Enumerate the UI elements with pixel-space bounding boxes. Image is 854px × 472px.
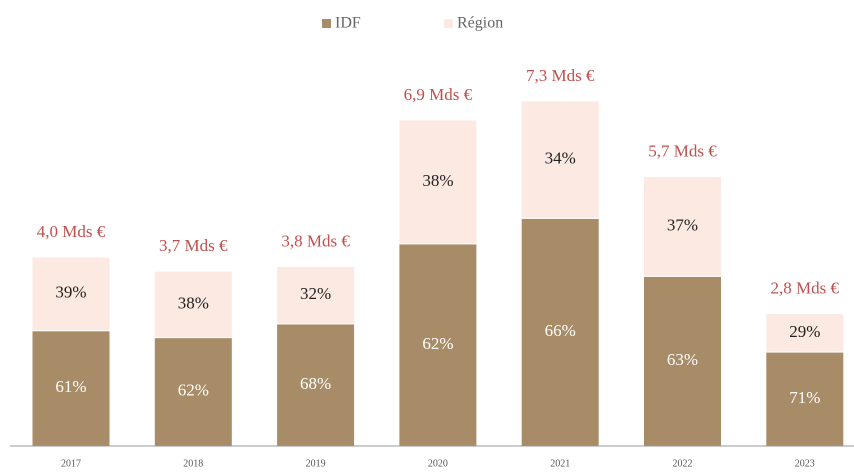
segment-label: 37% [667,215,698,234]
segment-label: 29% [789,322,820,341]
total-label: 2,8 Mds € [771,279,840,298]
bar-segment [276,323,356,447]
bar-segment [765,351,845,447]
x-tick-label: 2018 [183,458,203,469]
bar-segment [643,275,722,447]
segment-label: 32% [300,284,331,303]
bar-segment [276,265,356,325]
bar-segment [31,330,111,447]
total-label: 6,9 Mds € [404,85,473,104]
bar-segment [643,176,722,277]
segment-label: 63% [667,350,698,369]
segment-label: 62% [422,334,453,353]
legend-label: Région [457,15,503,32]
legend-swatch [444,19,453,28]
segment-label: 34% [545,149,576,168]
segment-label: 61% [55,377,86,396]
legend-swatch [322,19,331,28]
segment-label: 71% [789,388,820,407]
segment-label: 38% [178,293,209,312]
total-label: 3,7 Mds € [159,236,228,255]
x-tick-label: 2019 [306,458,326,469]
x-tick-label: 2022 [673,458,693,469]
bar-segment [153,270,233,339]
total-label: 3,8 Mds € [281,231,350,250]
x-tick-label: 2021 [550,458,570,469]
x-tick-label: 2020 [428,458,448,469]
bar-segment [765,313,845,353]
bar-segment [31,256,111,332]
segment-label: 66% [545,321,576,340]
total-label: 7,3 Mds € [526,66,595,85]
segment-label: 68% [300,374,331,393]
x-tick-label: 2017 [61,458,81,469]
bar-segment [520,100,600,219]
segment-label: 38% [422,171,453,190]
legend-label: IDF [335,15,361,32]
segment-label: 39% [55,283,86,302]
total-label: 4,0 Mds € [37,222,106,241]
total-label: 5,7 Mds € [648,142,717,161]
segment-label: 62% [178,381,209,400]
bar-segment [398,119,478,245]
x-tick-label: 2023 [795,458,815,469]
